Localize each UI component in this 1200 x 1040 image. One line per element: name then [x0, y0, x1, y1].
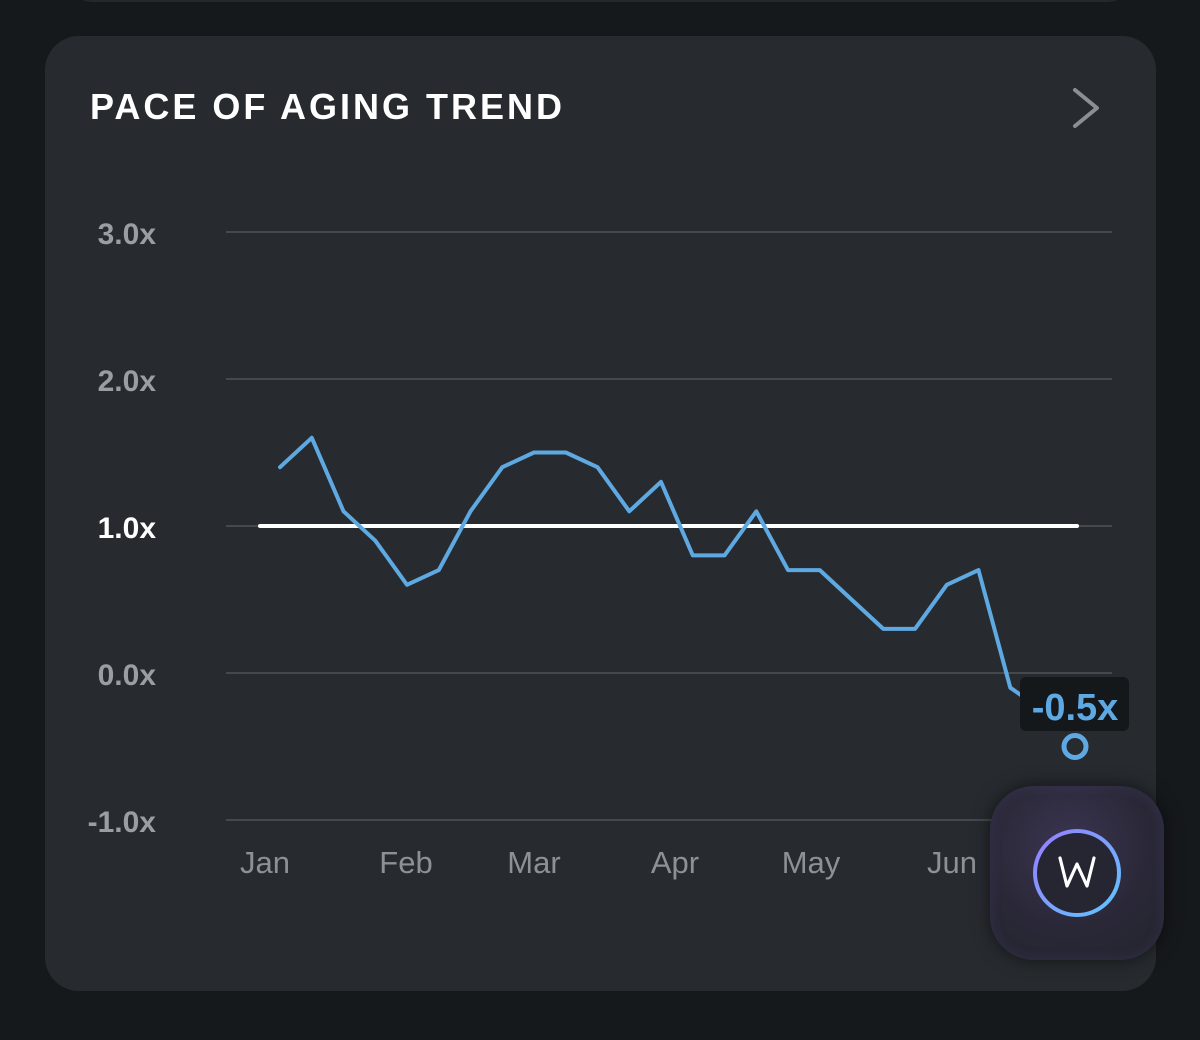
x-tick-label: May — [782, 845, 841, 880]
chevron-right-icon[interactable] — [1063, 84, 1107, 132]
pace-of-aging-card: PACE OF AGING TREND — [45, 36, 1156, 991]
x-tick-label: Jan — [240, 845, 290, 880]
y-tick-label: 1.0x — [98, 512, 157, 545]
y-tick-label: 0.0x — [98, 659, 157, 692]
x-tick-label: Feb — [379, 845, 432, 880]
pace-series-line — [278, 435, 1044, 712]
whoop-assistant-icon — [1033, 829, 1121, 917]
x-tick-label: Apr — [651, 845, 699, 880]
card-title: PACE OF AGING TREND — [90, 86, 566, 127]
x-tick-label: Jun — [927, 845, 977, 880]
previous-card-edge — [70, 0, 1130, 2]
assistant-button[interactable] — [990, 786, 1164, 960]
y-tick-label: 3.0x — [98, 218, 157, 251]
y-tick-label: 2.0x — [98, 365, 157, 398]
x-tick-label: Mar — [507, 845, 560, 880]
current-point-marker — [1061, 733, 1089, 760]
current-value-badge — [1020, 677, 1129, 731]
current-value-label: -0.5x — [1032, 687, 1119, 729]
y-tick-label: -1.0x — [88, 806, 157, 839]
